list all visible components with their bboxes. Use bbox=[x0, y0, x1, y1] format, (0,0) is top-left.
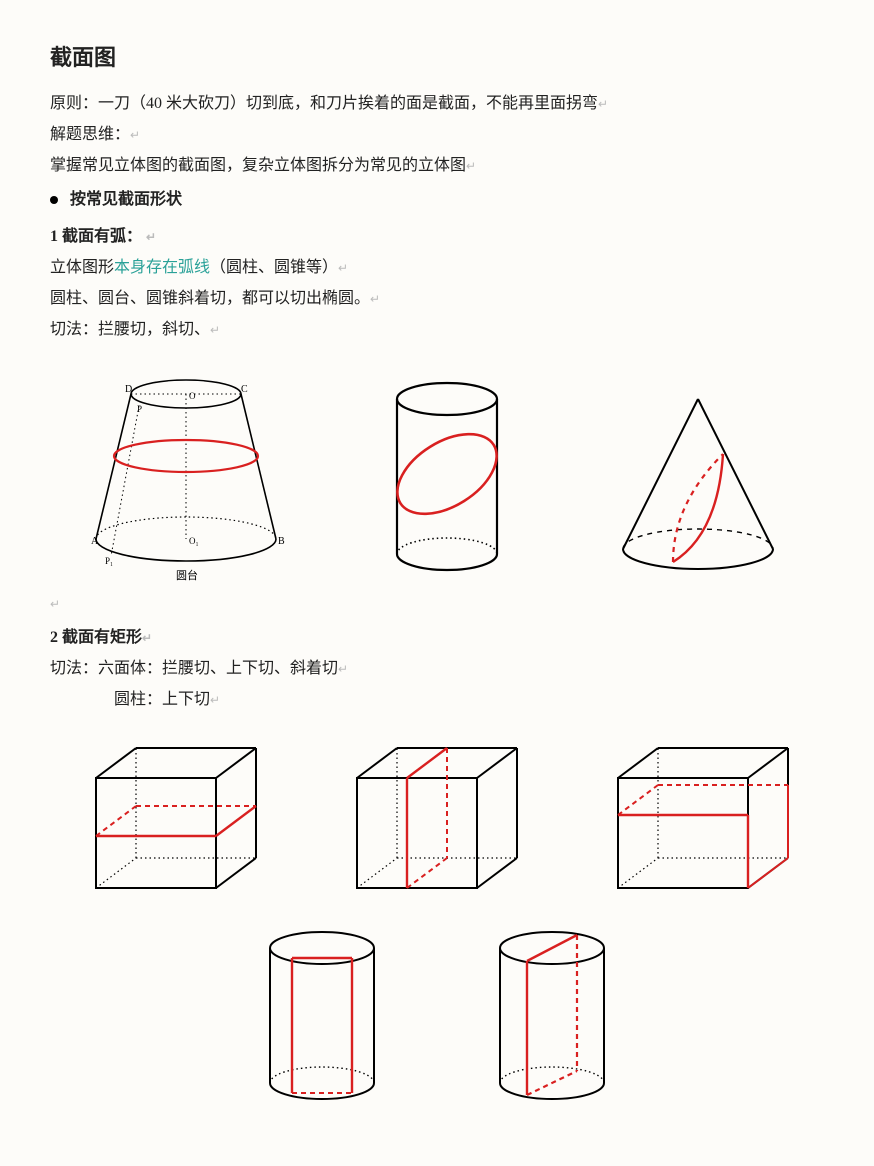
svg-text:A: A bbox=[91, 536, 99, 547]
section-1-title: 1 截面有弧： ↵ bbox=[50, 223, 824, 250]
figure-cube-horizontal bbox=[76, 733, 266, 903]
svg-text:D: D bbox=[125, 384, 132, 395]
teal-text: 本身存在弧线 bbox=[114, 259, 210, 276]
blank-caret: ↵ bbox=[50, 594, 824, 614]
svg-text:O: O bbox=[189, 391, 196, 401]
figure-cylinder-vcut-dashed bbox=[477, 923, 627, 1113]
svg-text:P: P bbox=[137, 404, 142, 414]
bullet-icon bbox=[50, 196, 58, 204]
thinking-label: 解题思维：↵ bbox=[50, 121, 824, 148]
figure-cube-diagonal bbox=[598, 733, 798, 903]
bullet-heading: 按常见截面形状 bbox=[50, 186, 824, 213]
page-title: 截面图 bbox=[50, 40, 824, 72]
sec2-line1: 切法：六面体：拦腰切、上下切、斜着切↵ bbox=[50, 655, 824, 682]
figure-frustum: O O₁ D C A B P P₁ 圆台 bbox=[81, 364, 291, 584]
figure-row-2 bbox=[50, 733, 824, 903]
caret-mark: ↵ bbox=[598, 97, 608, 111]
svg-text:P₁: P₁ bbox=[105, 556, 113, 566]
svg-text:O₁: O₁ bbox=[189, 536, 199, 546]
sec1-line2: 圆柱、圆台、圆锥斜着切，都可以切出椭圆。↵ bbox=[50, 285, 824, 312]
sec1-line1: 立体图形本身存在弧线（圆柱、圆锥等）↵ bbox=[50, 254, 824, 281]
svg-text:B: B bbox=[278, 536, 285, 547]
figure-cylinder-vcut-solid bbox=[247, 923, 397, 1113]
section-2-title: 2 截面有矩形↵ bbox=[50, 624, 824, 651]
principle-line: 原则：一刀（40 米大砍刀）切到底，和刀片挨着的面是截面，不能再里面拐弯↵ bbox=[50, 90, 824, 117]
figure-cylinder-oblique bbox=[372, 374, 522, 584]
figure-cube-vertical bbox=[337, 733, 527, 903]
thinking-body: 掌握常见立体图的截面图，复杂立体图拆分为常见的立体图↵ bbox=[50, 152, 824, 179]
figure-row-3 bbox=[50, 923, 824, 1113]
sec2-line2: 圆柱：上下切↵ bbox=[50, 686, 824, 713]
svg-text:圆台: 圆台 bbox=[176, 568, 198, 582]
svg-text:C: C bbox=[241, 384, 248, 395]
figure-cone bbox=[603, 384, 793, 584]
figure-row-1: O O₁ D C A B P P₁ 圆台 bbox=[50, 364, 824, 584]
sec1-line3: 切法：拦腰切，斜切、↵ bbox=[50, 316, 824, 343]
